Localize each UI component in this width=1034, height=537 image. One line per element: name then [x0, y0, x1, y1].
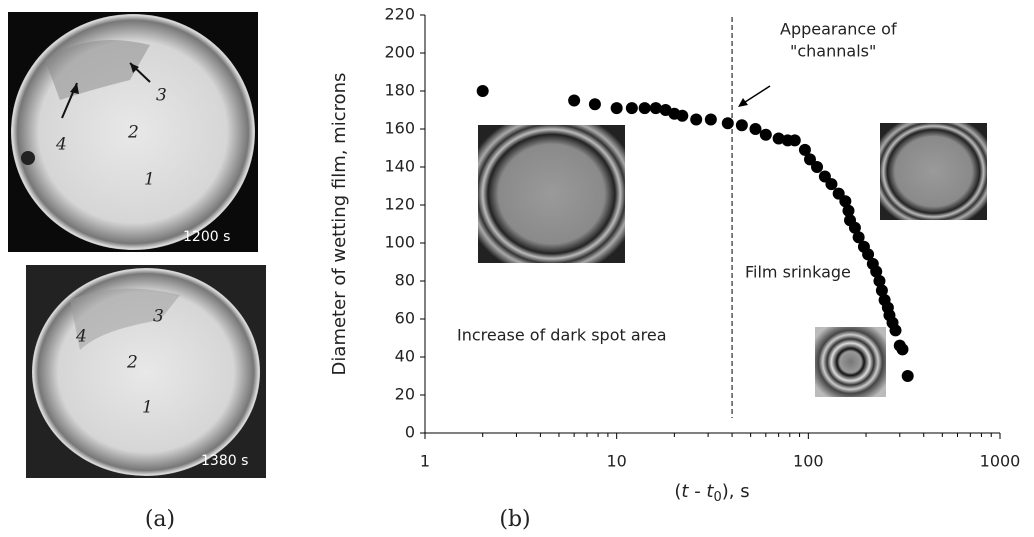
region-label: 4 [55, 135, 67, 155]
point [896, 343, 909, 356]
region-label: 2 [126, 353, 138, 373]
point [901, 370, 914, 382]
x-tick-label: 10 [606, 452, 626, 471]
point [588, 98, 601, 111]
region-label: 1 [142, 398, 153, 418]
y-tick-label: 100 [384, 233, 415, 252]
x-label-part: t [706, 481, 714, 502]
point [476, 85, 489, 97]
y-tick-label: 140 [384, 157, 415, 176]
point [772, 132, 785, 145]
inset-1 [478, 125, 625, 263]
y-axis-label: Diameter of wetting film, microns [329, 73, 350, 376]
point [638, 102, 651, 115]
point [852, 231, 865, 244]
point [759, 128, 772, 141]
point [842, 204, 855, 217]
point [875, 284, 888, 297]
annotation: Film srinkage [745, 263, 851, 282]
x-label-part: ), s [722, 481, 750, 502]
y-tick-label: 60 [395, 309, 415, 328]
x-label-part: ( [674, 481, 681, 502]
point [803, 153, 816, 166]
photo-top [8, 12, 258, 252]
region-label: 1 [144, 170, 155, 190]
region-label: 3 [153, 307, 164, 327]
arrow [741, 85, 771, 105]
region-label: 2 [127, 123, 139, 143]
point [788, 134, 801, 147]
annotation: Appearance of [780, 20, 897, 39]
y-tick-label: 120 [384, 195, 415, 214]
y-tick-label: 0 [405, 423, 415, 442]
x-label-part: t [681, 481, 689, 502]
point [568, 94, 581, 107]
point [848, 221, 861, 234]
y-tick-label: 40 [395, 347, 415, 366]
x-tick-label: 1 [420, 452, 430, 471]
point [649, 102, 662, 115]
point [690, 113, 703, 126]
region-label: 4 [75, 327, 87, 347]
time-label: 1380 s [201, 453, 248, 469]
point [839, 195, 852, 208]
point [735, 119, 748, 132]
point [721, 117, 734, 130]
point [704, 113, 717, 126]
point [889, 324, 902, 337]
arrow-head [738, 98, 748, 107]
x-tick-label: 1000 [980, 452, 1021, 471]
inset-3 [815, 327, 886, 397]
point [610, 102, 623, 115]
x-axis-label: (t - t0), s [674, 481, 749, 505]
x-label-part: 0 [713, 490, 721, 505]
point [811, 161, 824, 173]
caption: (a) [145, 507, 175, 532]
y-tick-label: 200 [384, 43, 415, 62]
point [625, 102, 638, 115]
y-tick-label: 160 [384, 119, 415, 138]
point [798, 143, 811, 156]
photo-bottom [26, 265, 266, 478]
y-tick-label: 80 [395, 271, 415, 290]
y-tick-label: 220 [384, 5, 415, 24]
time-label: 1200 s [183, 229, 230, 245]
point [873, 275, 886, 287]
y-tick-label: 180 [384, 81, 415, 100]
region-label: 3 [156, 86, 167, 106]
annotation: Increase of dark spot area [457, 326, 667, 345]
x-tick-label: 100 [793, 452, 824, 471]
point [870, 265, 883, 278]
point [862, 248, 875, 261]
y-tick-label: 20 [395, 385, 415, 404]
annotation: "channals" [790, 42, 876, 61]
point [749, 123, 762, 135]
x-label-part: - [688, 481, 706, 502]
point [825, 178, 838, 191]
caption: (b) [499, 507, 530, 532]
inset-2 [880, 123, 987, 220]
point [676, 109, 689, 122]
